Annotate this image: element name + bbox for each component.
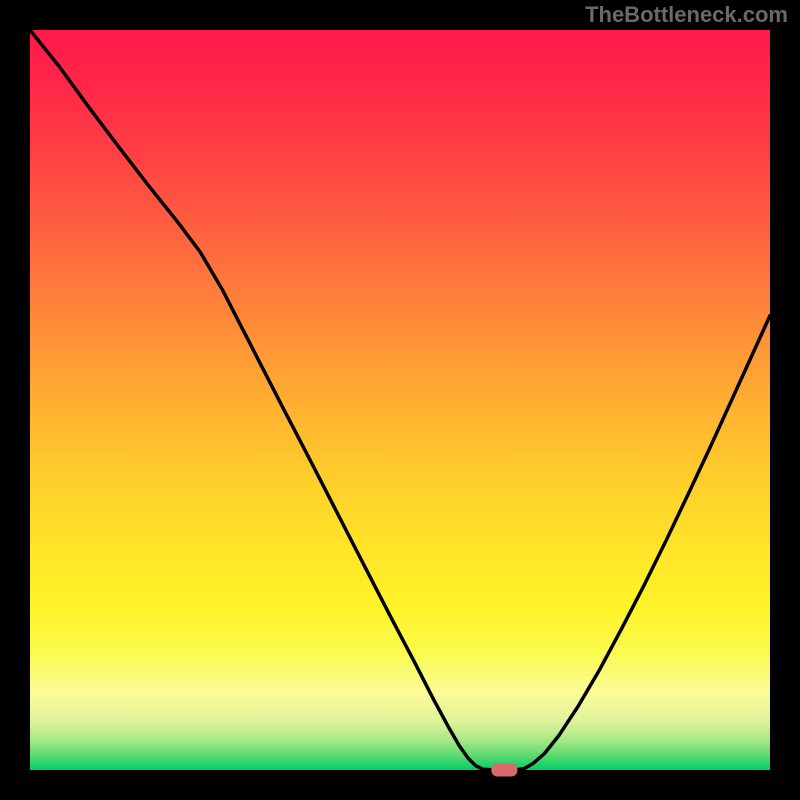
- chart-container: { "watermark": "TheBottleneck.com", "cha…: [0, 0, 800, 800]
- bottleneck-chart-svg: [0, 0, 800, 800]
- plot-background: [30, 30, 770, 770]
- watermark-text: TheBottleneck.com: [585, 2, 788, 28]
- optimum-marker: [491, 764, 517, 777]
